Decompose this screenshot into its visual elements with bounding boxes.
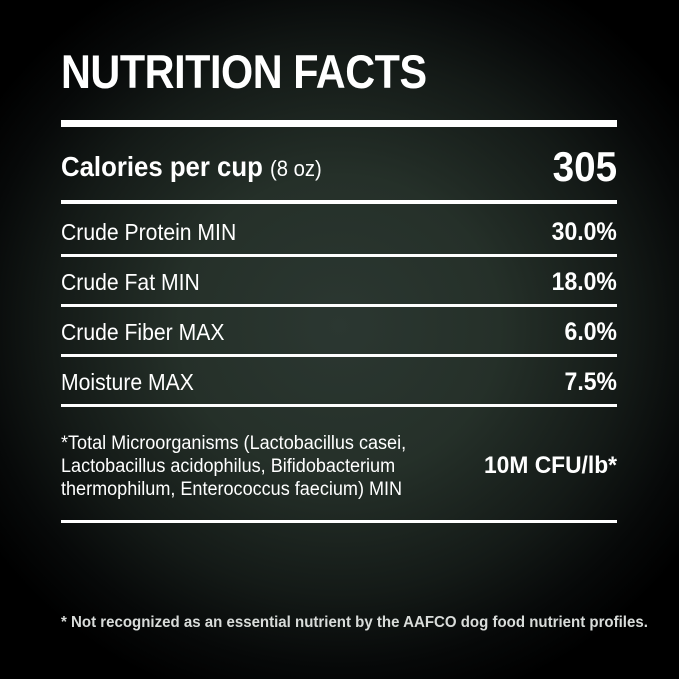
nutrient-label: Crude Fiber MAX xyxy=(61,318,225,345)
divider xyxy=(61,254,617,257)
calories-label-text: Calories per cup xyxy=(61,151,263,182)
microorganisms-label: *Total Microorganisms (Lactobacillus cas… xyxy=(61,432,407,500)
table-row-microorganisms: *Total Microorganisms (Lactobacillus cas… xyxy=(61,414,617,518)
calories-value: 305 xyxy=(552,143,617,190)
divider xyxy=(61,304,617,307)
nutrient-value: 7.5% xyxy=(564,367,617,396)
nutrient-label: Moisture MAX xyxy=(61,368,194,395)
nutrient-value: 30.0% xyxy=(551,217,617,246)
nutrient-label: Crude Protein MIN xyxy=(61,218,237,245)
nutrient-value: 6.0% xyxy=(564,317,617,346)
divider xyxy=(61,354,617,357)
calories-unit-text: (8 oz) xyxy=(270,156,322,181)
divider-bottom xyxy=(61,520,617,523)
nutrition-facts-content: NUTRITION FACTS Calories per cup (8 oz) … xyxy=(61,0,648,679)
nutrient-value: 18.0% xyxy=(551,267,617,296)
table-row-calories: Calories per cup (8 oz) 305 xyxy=(61,144,617,190)
table-row: Moisture MAX 7.5% xyxy=(61,364,617,400)
footnote: * Not recognized as an essential nutrien… xyxy=(61,614,648,631)
divider xyxy=(61,404,617,407)
microorganisms-value: 10M CFU/lb* xyxy=(483,452,617,479)
page-title: NUTRITION FACTS xyxy=(61,45,427,98)
divider-under-calories xyxy=(61,200,617,204)
table-row: Crude Fiber MAX 6.0% xyxy=(61,314,617,350)
nutrient-label: Crude Fat MIN xyxy=(61,268,200,295)
calories-label: Calories per cup (8 oz) xyxy=(61,151,322,183)
table-row: Crude Protein MIN 30.0% xyxy=(61,214,617,250)
table-row: Crude Fat MIN 18.0% xyxy=(61,264,617,300)
divider-under-title xyxy=(61,120,617,127)
